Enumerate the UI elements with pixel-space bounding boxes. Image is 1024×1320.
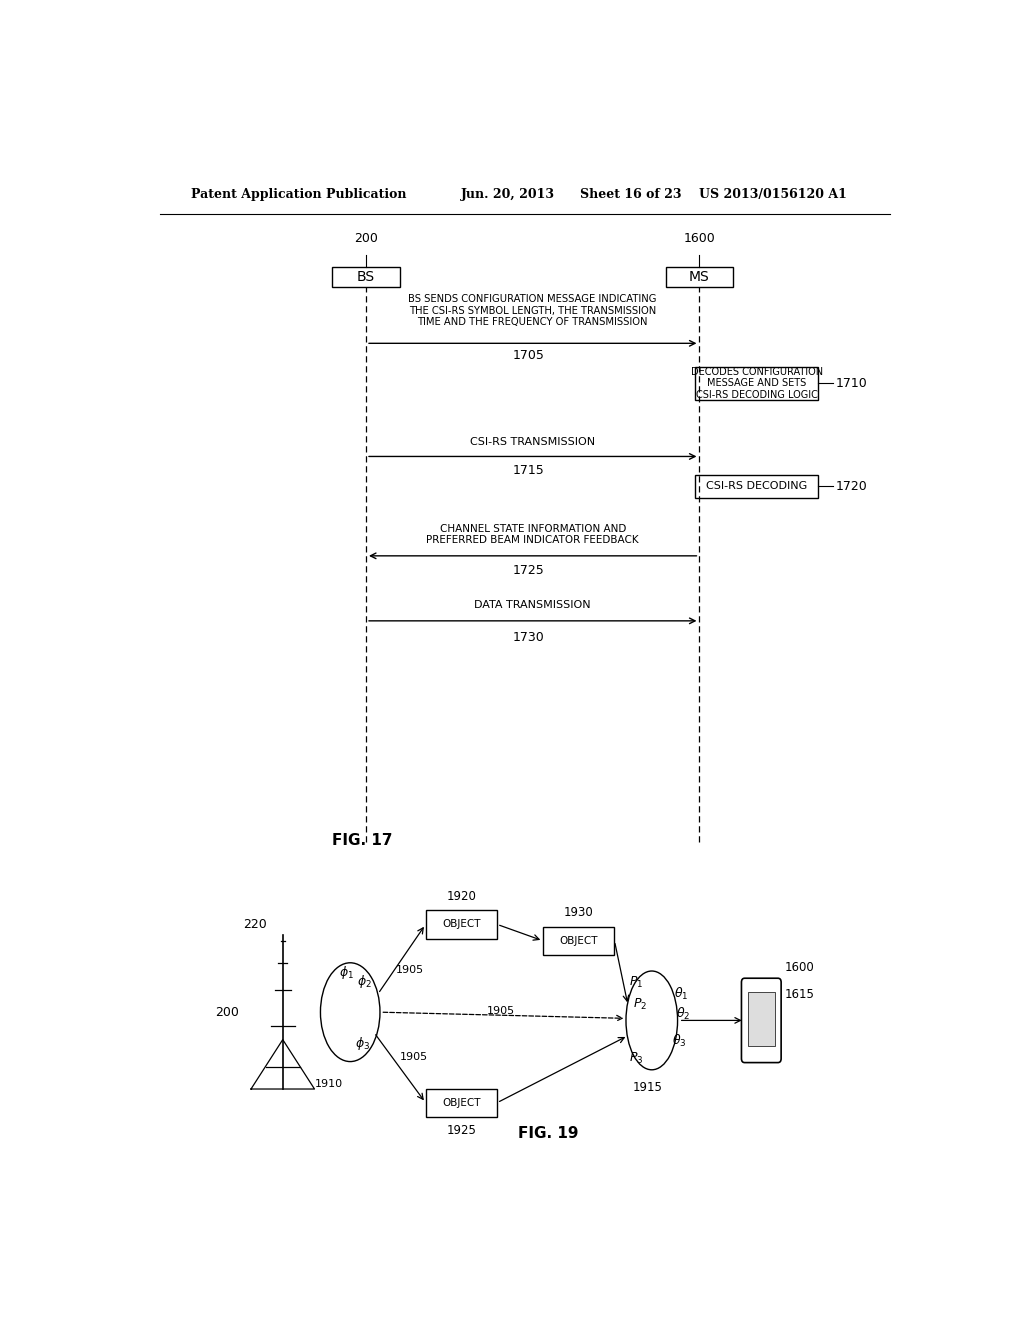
- Text: 1710: 1710: [836, 376, 867, 389]
- Text: 1930: 1930: [564, 907, 594, 920]
- Text: OBJECT: OBJECT: [442, 919, 480, 929]
- Text: DECODES CONFIGURATION
MESSAGE AND SETS
CSI-RS DECODING LOGIC: DECODES CONFIGURATION MESSAGE AND SETS C…: [691, 367, 823, 400]
- Text: 1600: 1600: [683, 232, 716, 246]
- Text: CHANNEL STATE INFORMATION AND
PREFERRED BEAM INDICATOR FEEDBACK: CHANNEL STATE INFORMATION AND PREFERRED …: [426, 524, 639, 545]
- Text: $P_1$: $P_1$: [629, 974, 643, 990]
- Text: 1705: 1705: [513, 350, 545, 362]
- FancyBboxPatch shape: [426, 1089, 497, 1117]
- Text: 1910: 1910: [314, 1078, 343, 1089]
- Text: 1720: 1720: [836, 480, 867, 492]
- Text: 1600: 1600: [785, 961, 815, 974]
- FancyBboxPatch shape: [333, 267, 399, 286]
- Text: BS: BS: [357, 271, 375, 284]
- Text: CSI-RS DECODING: CSI-RS DECODING: [707, 482, 808, 491]
- FancyBboxPatch shape: [666, 267, 733, 286]
- Text: 1725: 1725: [513, 564, 545, 577]
- Text: $\phi_3$: $\phi_3$: [354, 1035, 370, 1052]
- Text: $\theta_3$: $\theta_3$: [672, 1032, 686, 1049]
- Text: FIG. 19: FIG. 19: [518, 1126, 579, 1142]
- Text: OBJECT: OBJECT: [442, 1098, 480, 1107]
- Text: 1615: 1615: [785, 989, 815, 1002]
- Text: $\phi_1$: $\phi_1$: [339, 964, 353, 981]
- Text: BS SENDS CONFIGURATION MESSAGE INDICATING
THE CSI-RS SYMBOL LENGTH, THE TRANSMIS: BS SENDS CONFIGURATION MESSAGE INDICATIN…: [409, 294, 657, 327]
- Text: OBJECT: OBJECT: [559, 936, 598, 946]
- FancyBboxPatch shape: [543, 927, 614, 956]
- Text: DATA TRANSMISSION: DATA TRANSMISSION: [474, 599, 591, 610]
- Text: $P_2$: $P_2$: [633, 997, 647, 1012]
- Text: Jun. 20, 2013: Jun. 20, 2013: [461, 189, 555, 202]
- Text: 200: 200: [354, 232, 378, 246]
- Text: US 2013/0156120 A1: US 2013/0156120 A1: [699, 189, 847, 202]
- Text: MS: MS: [689, 271, 710, 284]
- Text: CSI-RS TRANSMISSION: CSI-RS TRANSMISSION: [470, 437, 595, 447]
- Text: Sheet 16 of 23: Sheet 16 of 23: [581, 189, 682, 202]
- FancyBboxPatch shape: [748, 993, 775, 1047]
- Ellipse shape: [321, 962, 380, 1061]
- Text: Patent Application Publication: Patent Application Publication: [191, 189, 407, 202]
- FancyBboxPatch shape: [695, 475, 818, 499]
- Text: $\theta_1$: $\theta_1$: [674, 986, 688, 1002]
- Text: 1920: 1920: [446, 890, 476, 903]
- Ellipse shape: [626, 972, 678, 1069]
- Text: 1730: 1730: [513, 631, 545, 644]
- FancyBboxPatch shape: [426, 909, 497, 939]
- Text: 220: 220: [243, 917, 267, 931]
- Text: 1715: 1715: [513, 465, 545, 478]
- Text: 1925: 1925: [446, 1125, 476, 1137]
- Text: 1905: 1905: [487, 1006, 515, 1016]
- Text: $\theta_2$: $\theta_2$: [676, 1006, 690, 1023]
- Text: $P_3$: $P_3$: [630, 1051, 644, 1067]
- Text: FIG. 17: FIG. 17: [332, 833, 392, 849]
- Text: 200: 200: [215, 1006, 240, 1019]
- Text: 1905: 1905: [395, 965, 424, 975]
- Text: 1905: 1905: [399, 1052, 428, 1063]
- FancyBboxPatch shape: [741, 978, 781, 1063]
- Text: $\phi_2$: $\phi_2$: [357, 973, 372, 990]
- Text: 1915: 1915: [633, 1081, 663, 1094]
- FancyBboxPatch shape: [695, 367, 818, 400]
